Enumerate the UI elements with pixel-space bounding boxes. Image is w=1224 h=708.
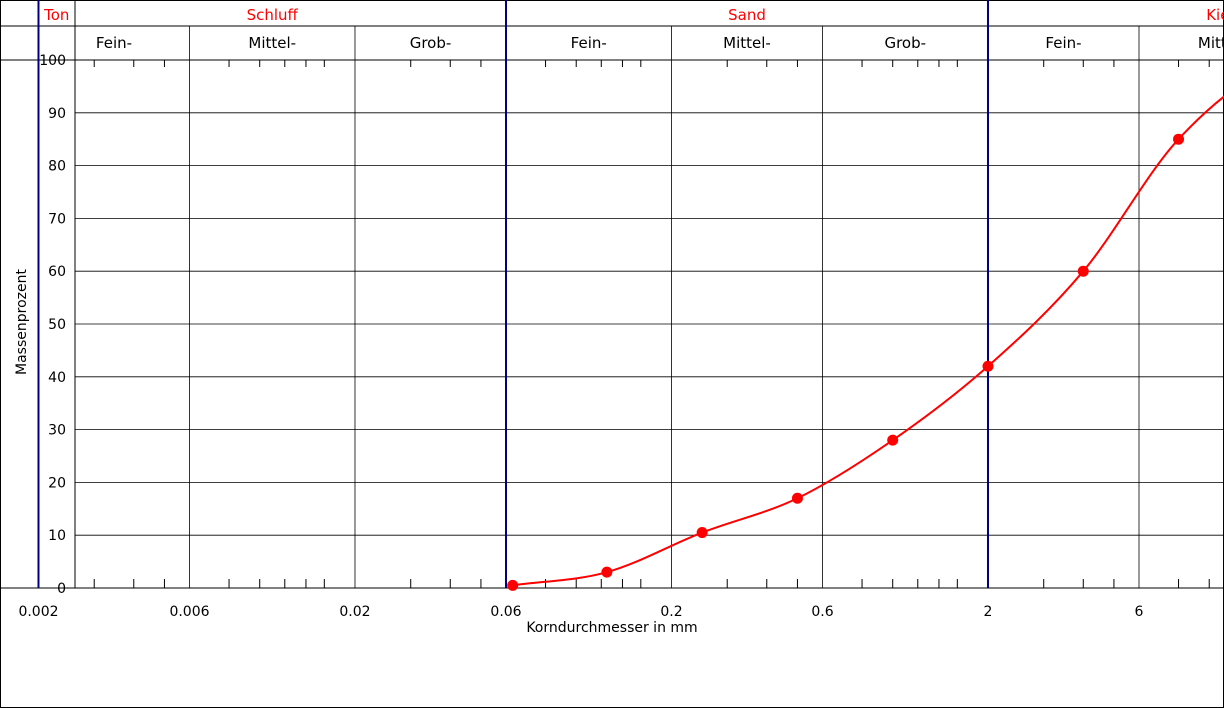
fraction-label: Kies (1206, 6, 1224, 24)
subfraction-label: Grob- (884, 34, 926, 52)
x-tick-label: 2 (984, 604, 993, 620)
subfraction-label: Mittel- (723, 34, 771, 52)
y-tick-label: 80 (48, 159, 66, 175)
y-tick-label: 70 (48, 211, 66, 227)
labels: 0.0020.0060.020.060.20.62620600102030405… (18, 6, 1224, 620)
y-tick-label: 90 (48, 106, 66, 122)
subfraction-label: Fein- (571, 34, 607, 52)
data-point (791, 492, 803, 504)
data-point (887, 434, 899, 446)
grid (0, 0, 1224, 589)
subfraction-label: Mittel- (248, 34, 296, 52)
data-point (696, 527, 708, 539)
grading-curve (512, 95, 1224, 587)
fraction-label: Ton (43, 6, 69, 24)
y-tick-label: 40 (48, 370, 66, 386)
data-point (982, 360, 994, 372)
y-tick-label: 100 (39, 53, 66, 69)
y-tick-label: 30 (48, 423, 66, 439)
fraction-label: Schluff (247, 6, 299, 24)
fraction-dividers (37, 0, 989, 588)
x-tick-label: 0.006 (169, 604, 209, 620)
data-point (601, 566, 613, 578)
x-tick-label: 0.06 (490, 604, 521, 620)
subfraction-label: Mittel- (1198, 34, 1224, 52)
x-tick-label: 0.6 (811, 604, 833, 620)
data-point (507, 579, 519, 591)
y-axis-label: Massenprozent (14, 269, 30, 375)
y-tick-label: 60 (48, 264, 66, 280)
subfraction-label: Fein- (96, 34, 132, 52)
x-axis-label: Korndurchmesser in mm (526, 620, 697, 636)
y-tick-label: 50 (48, 317, 66, 333)
series-line (512, 95, 1224, 587)
minor-ticks (93, 60, 1210, 588)
fraction-label: Sand (728, 6, 766, 24)
subfraction-label: Grob- (410, 34, 452, 52)
x-tick-label: 6 (1135, 604, 1144, 620)
data-point (1173, 133, 1185, 145)
y-tick-label: 0 (57, 581, 66, 597)
x-tick-label: 0.02 (339, 604, 370, 620)
y-tick-label: 20 (48, 475, 66, 491)
x-tick-label: 0.002 (18, 604, 58, 620)
x-tick-label: 0.2 (660, 604, 682, 620)
y-tick-label: 10 (48, 528, 66, 544)
data-points (507, 133, 1185, 591)
data-point (1077, 265, 1089, 277)
subfraction-label: Fein- (1045, 34, 1081, 52)
